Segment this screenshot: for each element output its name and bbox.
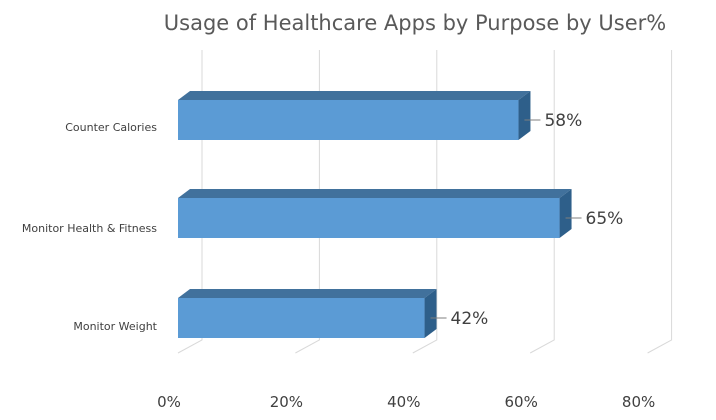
x-tick-label: 40% bbox=[387, 393, 420, 411]
data-labels: 58% 65% 42% bbox=[430, 111, 624, 329]
data-label: 65% bbox=[586, 209, 624, 229]
x-axis-tick-labels: 0% 20% 40% 60% 80% bbox=[157, 393, 655, 411]
grid-lines bbox=[177, 50, 673, 354]
bars bbox=[178, 91, 572, 338]
grid-line-40 bbox=[412, 50, 438, 354]
bar-top-face bbox=[178, 289, 437, 298]
category-labels: Counter Calories Monitor Health & Fitness… bbox=[22, 121, 158, 333]
bar-side-face bbox=[518, 91, 531, 140]
grid-line-80 bbox=[647, 50, 673, 354]
category-label: Monitor Health & Fitness bbox=[22, 222, 157, 235]
chart-title: Usage of Healthcare Apps by Purpose by U… bbox=[164, 11, 666, 35]
grid-line-0 bbox=[177, 50, 203, 354]
data-label: 58% bbox=[544, 111, 582, 131]
x-tick-label: 60% bbox=[505, 393, 538, 411]
category-label: Monitor Weight bbox=[73, 320, 157, 333]
bar-2 bbox=[178, 189, 572, 238]
bar-side-face bbox=[559, 189, 572, 238]
bar-top-face bbox=[178, 189, 572, 198]
bar-3 bbox=[178, 289, 437, 338]
category-label: Counter Calories bbox=[65, 121, 157, 134]
bar-top-face bbox=[178, 91, 531, 100]
bar-1 bbox=[178, 91, 531, 140]
bar-front-face bbox=[178, 100, 519, 140]
data-label: 42% bbox=[451, 309, 489, 329]
grid-line-60 bbox=[529, 50, 555, 354]
x-tick-label: 80% bbox=[622, 393, 655, 411]
bar-front-face bbox=[178, 298, 425, 338]
grid-line-20 bbox=[295, 50, 320, 354]
bar-front-face bbox=[178, 198, 560, 238]
bar-side-face bbox=[424, 289, 437, 338]
x-tick-label: 0% bbox=[157, 393, 181, 411]
x-tick-label: 20% bbox=[270, 393, 303, 411]
